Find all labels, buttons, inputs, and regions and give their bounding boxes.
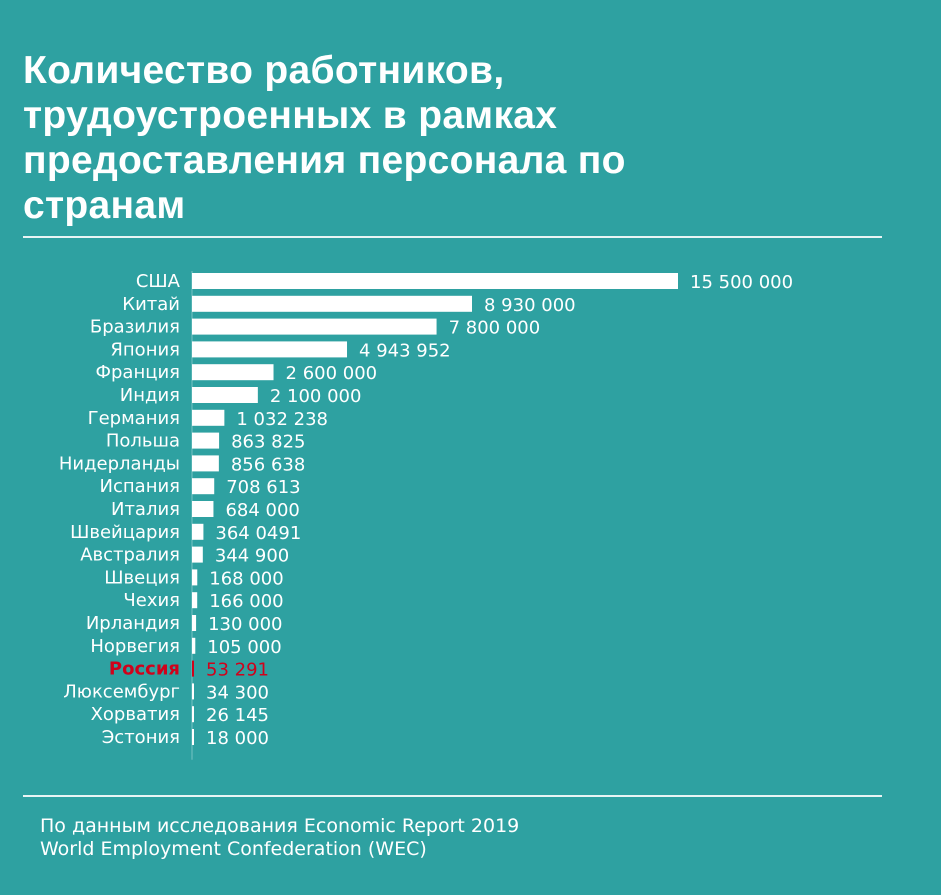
bar [192,295,472,312]
title-line: предоставления персонала по [23,139,626,182]
bar [192,478,215,495]
value-label: 2 600 000 [286,363,378,384]
category-label: Норвегия [90,636,180,657]
bar [192,637,196,654]
bar [192,592,198,609]
value-label: 8 930 000 [484,295,576,316]
title-line: Количество работников, [23,49,505,92]
category-label: Швейцария [70,522,180,543]
value-label: 166 000 [209,591,283,612]
bar [192,683,194,700]
value-label: 26 145 [206,705,269,726]
category-label: Япония [110,339,180,360]
category-label: Польша [106,431,180,452]
value-label: 130 000 [208,614,282,635]
bar [192,615,197,631]
value-label: 15 500 000 [690,272,793,293]
category-label: Чехия [123,590,180,611]
value-label: 364 0491 [215,523,301,544]
category-label: Бразилия [90,317,180,338]
value-label: 105 000 [207,637,281,658]
source-line: World Employment Confederation (WEC) [40,838,427,860]
value-label: 344 900 [215,546,289,567]
bar [192,341,348,358]
category-label: Швеция [104,567,180,588]
bar [192,273,678,289]
category-label: Испания [100,476,180,497]
category-label: США [136,271,181,292]
value-label: 2 100 000 [270,386,362,407]
bar [192,409,225,426]
value-label: 856 638 [231,454,305,475]
bar [192,546,203,563]
bar [192,387,258,403]
category-label: Италия [111,499,180,520]
source-note: По данным исследования Economic Report 2… [40,815,519,861]
category-label: Люксембург [63,681,180,702]
title-line: странам [23,184,186,227]
bar [192,729,194,745]
bar [192,432,220,449]
category-label: Россия [109,659,180,680]
bar [192,569,198,586]
bar [192,364,274,381]
top-divider [23,236,882,238]
value-label: 7 800 000 [449,318,541,339]
bottom-divider [23,795,882,797]
value-label: 53 291 [206,660,269,681]
value-label: 18 000 [206,728,269,749]
title-line: трудоустроенных в рамках [23,94,558,137]
bar [192,455,219,472]
value-label: 4 943 952 [359,340,451,361]
category-label: Нидерланды [59,453,180,474]
bar [192,523,204,540]
category-label: Эстония [102,727,180,748]
bar [192,501,214,517]
value-label: 168 000 [209,568,283,589]
value-label: 863 825 [231,432,305,453]
category-label: Китай [122,294,180,315]
value-label: 34 300 [206,682,269,703]
bar [192,660,194,677]
category-label: Франция [96,362,181,383]
value-label: 684 000 [225,500,299,521]
chart-title: Количество работников, трудоустроенных в… [23,48,626,228]
category-label: Индия [120,385,180,406]
bar [192,318,437,335]
bar [192,706,194,723]
source-line: По данным исследования Economic Report 2… [40,815,520,837]
value-label: 708 613 [226,477,300,498]
value-label: 1 032 238 [236,409,328,430]
category-label: Ирландия [86,613,180,634]
category-label: Австралия [80,545,180,566]
category-label: Германия [88,408,180,429]
category-label: Хорватия [91,704,180,725]
